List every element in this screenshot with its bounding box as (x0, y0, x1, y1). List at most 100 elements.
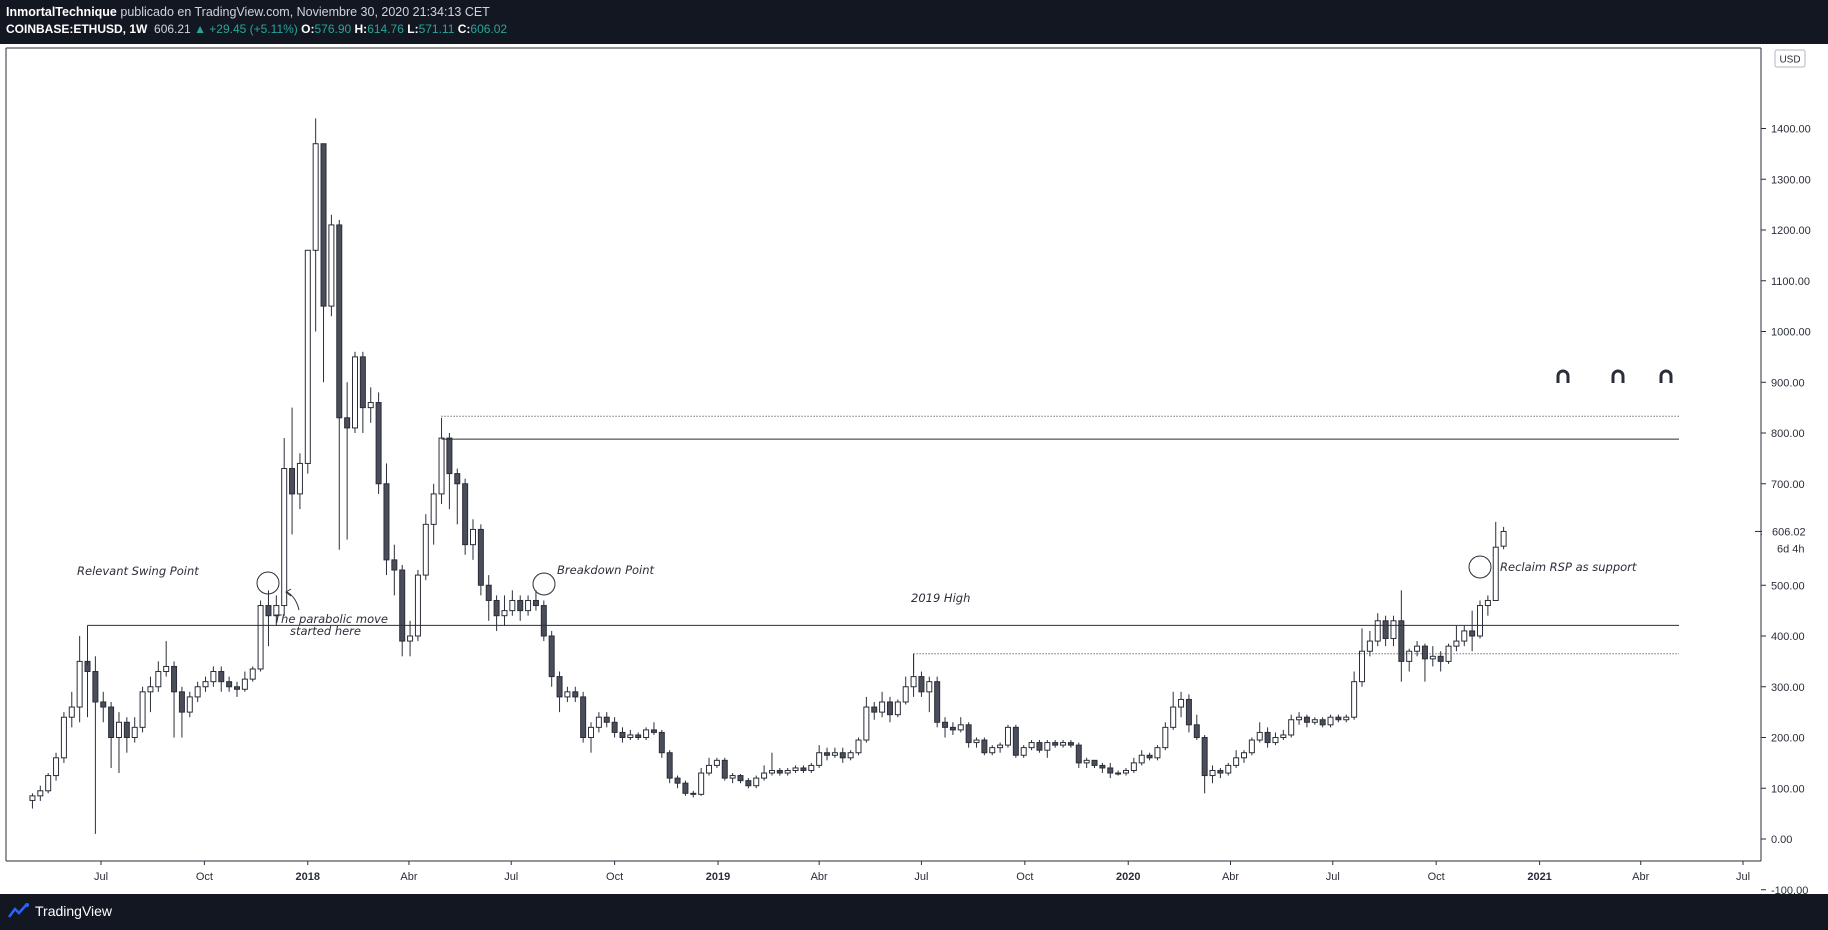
candle-up (595, 716, 602, 728)
magnet-icon (1556, 369, 1570, 383)
candle-down (1335, 716, 1342, 721)
annotation-swing-point: Relevant Swing Point (77, 564, 199, 578)
candle-up (407, 635, 414, 642)
low-value: 571.11 (418, 22, 455, 36)
candle-down (1398, 620, 1405, 662)
candle-up (926, 681, 933, 693)
candle-up (698, 772, 705, 795)
candle-up (1028, 742, 1035, 749)
time-tick-label: Oct (1016, 871, 1033, 883)
candle-up (989, 747, 996, 754)
close-label: C: (457, 22, 471, 36)
time-tick-label: Abr (400, 871, 417, 883)
time-tick-label: Jul (914, 871, 928, 883)
candle-down (1421, 645, 1428, 660)
candle-down (690, 792, 697, 795)
candle-down (1036, 742, 1043, 751)
annotation-2019-high: 2019 High (911, 591, 970, 605)
candles-group (29, 118, 1507, 834)
candle-up (910, 676, 917, 688)
candle-up (281, 468, 288, 607)
candle-up (768, 769, 775, 774)
annotations-group: Relevant Swing Point Breakdown Point 201… (77, 369, 1673, 638)
chart-area[interactable]: Relevant Swing Point Breakdown Point 201… (0, 44, 1828, 897)
candlestick-chart[interactable]: Relevant Swing Point Breakdown Point 201… (0, 44, 1828, 897)
candle-down (265, 605, 272, 617)
ohlc-line: COINBASE:ETHUSD, 1W 606.21 ▲ +29.45 (+5.… (6, 22, 507, 36)
candle-up (1477, 605, 1484, 637)
candle-up (210, 671, 217, 683)
candle-up (1453, 640, 1460, 647)
high-value: 614.76 (367, 22, 404, 36)
price-tick-label: 1100.00 (1771, 276, 1810, 288)
candle-up (957, 724, 964, 731)
candle-down (485, 584, 492, 601)
candle-down (233, 686, 240, 690)
candle-up (1406, 650, 1413, 662)
candle-up (351, 356, 358, 429)
tradingview-brand-label: TradingView (35, 903, 113, 919)
candle-up (1256, 731, 1263, 741)
candle-up (115, 721, 122, 739)
candle-up (155, 671, 162, 688)
candle-up (1343, 716, 1350, 721)
candle-down (383, 483, 390, 561)
candle-down (336, 224, 343, 419)
candle-up (1004, 726, 1011, 746)
candle-down (1469, 630, 1476, 637)
candle-up (304, 249, 311, 464)
candle-down (918, 676, 925, 693)
candle-down (1146, 754, 1153, 759)
price-tick-label: 0.00 (1771, 834, 1792, 846)
candle-down (462, 483, 469, 546)
candle-down (1382, 620, 1389, 640)
chart-header: InmortalTechnique publicado en TradingVi… (0, 0, 1828, 44)
candle-up (257, 605, 264, 670)
candle-down (1099, 764, 1106, 769)
candle-up (1060, 742, 1067, 746)
candle-up (1240, 752, 1247, 759)
time-tick-label: Abr (811, 871, 828, 883)
currency-button[interactable] (1774, 49, 1806, 68)
tradingview-brand[interactable]: TradingView (8, 903, 112, 919)
circle-marker-swing (256, 571, 280, 595)
candle-up (76, 660, 83, 708)
candle-up (1233, 757, 1240, 766)
candle-up (37, 790, 44, 797)
current-price-label: 606.02 (1772, 526, 1806, 538)
candle-up (1327, 716, 1334, 726)
candle-up (713, 759, 720, 766)
candle-down (289, 468, 296, 495)
candle-down (580, 696, 587, 739)
candle-up (202, 681, 209, 688)
candle-down (737, 775, 744, 782)
candle-up (1044, 742, 1051, 751)
candle-up (564, 691, 571, 698)
candle-down (965, 724, 972, 744)
currency-label[interactable]: USD (1779, 55, 1800, 66)
candle-up (1248, 739, 1255, 754)
candle-up (847, 752, 854, 759)
author-name[interactable]: InmortalTechnique (6, 5, 117, 19)
candle-up (1311, 719, 1318, 723)
annotation-parabolic-1: The parabolic move (274, 612, 388, 626)
candle-down (1012, 726, 1019, 756)
magnet-icon (1659, 369, 1673, 383)
time-tick-label: Jul (504, 871, 518, 883)
low-label: L: (407, 22, 419, 36)
candle-down (375, 402, 382, 485)
candle-down (493, 599, 500, 617)
candle-down (1075, 744, 1082, 764)
price-tick-label: 1200.00 (1771, 225, 1811, 237)
candle-up (509, 599, 516, 612)
candle-up (430, 493, 437, 525)
candle-down (800, 767, 807, 771)
price-tick-label: 1300.00 (1771, 174, 1811, 186)
candle-down (218, 671, 225, 683)
candle-up (1429, 655, 1436, 660)
last-price: 606.21 (154, 22, 191, 36)
footer-bar: TradingView (0, 894, 1828, 930)
candle-down (1052, 742, 1059, 746)
open-label: O: (301, 22, 315, 36)
candle-up (194, 686, 201, 698)
